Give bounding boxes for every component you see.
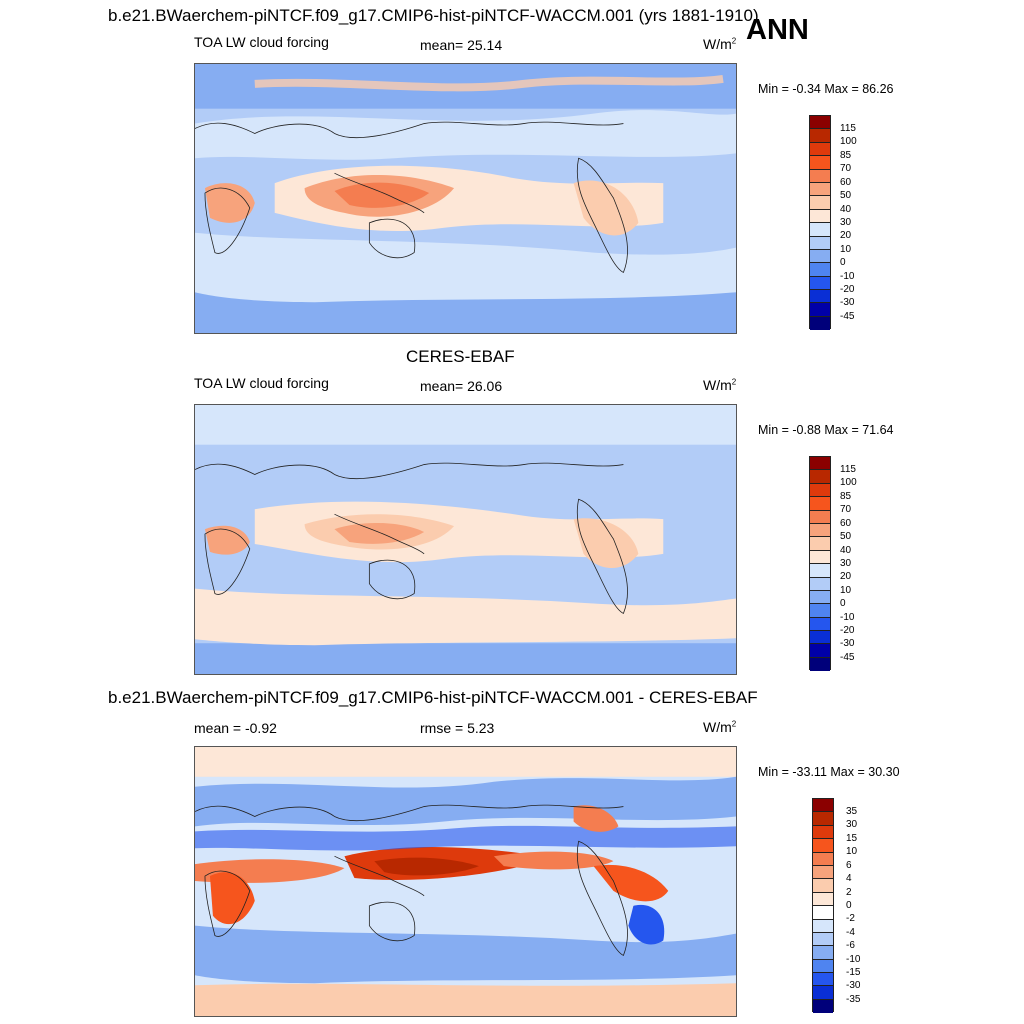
panel2-mean: mean= 26.06 xyxy=(420,378,503,394)
panel1-tick: 50 xyxy=(840,190,852,201)
panel3-tick: -35 xyxy=(846,994,861,1005)
panel3-tick: -30 xyxy=(846,980,861,991)
panel2-tick: -45 xyxy=(840,652,855,663)
panel2-tick: -10 xyxy=(840,612,855,623)
panel1-tick: 115 xyxy=(840,123,856,134)
panel3-tick: -15 xyxy=(846,967,861,978)
panel1-colorbar xyxy=(809,115,831,331)
panel3-rmse: rmse = 5.23 xyxy=(420,720,495,736)
panel2-variable: TOA LW cloud forcing xyxy=(194,375,329,391)
panel2-tick: 60 xyxy=(840,518,852,529)
panel1-variable: TOA LW cloud forcing xyxy=(194,34,329,50)
main-title: b.e21.BWaerchem-piNTCF.f09_g17.CMIP6-his… xyxy=(108,6,759,25)
panel1-tick: -30 xyxy=(840,297,855,308)
panel2-tick: -30 xyxy=(840,638,855,649)
panel1-tick: 40 xyxy=(840,204,852,215)
panel2-tick: 0 xyxy=(840,598,846,609)
panel3-units: W/m2 xyxy=(703,719,737,735)
panel1-mean: mean= 25.14 xyxy=(420,37,503,53)
panel2-colorbar xyxy=(809,456,831,672)
panel3-tick: 15 xyxy=(846,833,858,844)
panel1-tick: -45 xyxy=(840,311,855,322)
panel2-tick: 30 xyxy=(840,558,852,569)
panel1-tick: 70 xyxy=(840,163,852,174)
panel1-tick: 30 xyxy=(840,217,852,228)
panel2-tick: 115 xyxy=(840,464,856,475)
panel3-map xyxy=(194,746,737,1017)
panel1-tick: 100 xyxy=(840,136,857,147)
panel1-tick: -20 xyxy=(840,284,855,295)
panel3-tick: -4 xyxy=(846,927,855,938)
panel1-map-field xyxy=(195,64,736,333)
panel3-tick: 6 xyxy=(846,860,852,871)
panel2-tick: -20 xyxy=(840,625,855,636)
panel2-units: W/m2 xyxy=(703,377,737,393)
panel1-tick: 0 xyxy=(840,257,846,268)
panel2-map xyxy=(194,404,737,675)
panel3-tick: 2 xyxy=(846,887,852,898)
panel1-map xyxy=(194,63,737,334)
panel3-tick: 30 xyxy=(846,819,858,830)
panel2-tick: 20 xyxy=(840,571,852,582)
panel3-mean: mean = -0.92 xyxy=(194,720,277,736)
panel1-tick: 85 xyxy=(840,150,852,161)
panel2-tick: 40 xyxy=(840,545,852,556)
panel1-tick: 60 xyxy=(840,177,852,188)
panel2-tick: 85 xyxy=(840,491,852,502)
panel2-tick: 70 xyxy=(840,504,852,515)
panel1-minmax: Min = -0.34 Max = 86.26 xyxy=(758,82,894,96)
panel1-units: W/m2 xyxy=(703,36,737,52)
panel2-title: CERES-EBAF xyxy=(406,347,515,366)
panel3-tick: 4 xyxy=(846,873,852,884)
panel2-tick: 10 xyxy=(840,585,852,596)
panel3-tick: 10 xyxy=(846,846,858,857)
panel2-minmax: Min = -0.88 Max = 71.64 xyxy=(758,423,894,437)
panel3-tick: 0 xyxy=(846,900,852,911)
panel3-minmax: Min = -33.11 Max = 30.30 xyxy=(758,765,900,779)
panel1-tick: 10 xyxy=(840,244,852,255)
panel1-tick: 20 xyxy=(840,230,852,241)
panel3-tick: -6 xyxy=(846,940,855,951)
panel2-tick: 50 xyxy=(840,531,852,542)
panel1-tick: -10 xyxy=(840,271,855,282)
panel3-tick: -2 xyxy=(846,913,855,924)
panel3-tick: 35 xyxy=(846,806,858,817)
panel2-tick: 100 xyxy=(840,477,857,488)
panel2-map-field xyxy=(195,405,736,674)
panel3-tick: -10 xyxy=(846,954,861,965)
season-label: ANN xyxy=(746,14,809,46)
panel3-colorbar xyxy=(812,798,834,1014)
panel3-title: b.e21.BWaerchem-piNTCF.f09_g17.CMIP6-his… xyxy=(108,688,758,707)
panel3-map-field xyxy=(195,747,736,1016)
